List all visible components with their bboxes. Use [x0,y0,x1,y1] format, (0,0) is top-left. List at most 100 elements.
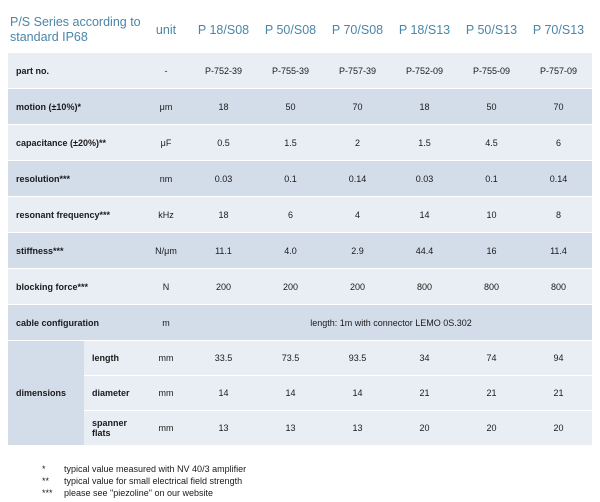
cell: 0.14 [324,160,391,196]
table-row: motion (±10%)* μm 18 50 70 18 50 70 [8,88,592,124]
row-unit: m [142,304,190,340]
row-label: stiffness*** [8,232,142,268]
dimension-label: length [84,340,142,375]
table-row: resolution*** nm 0.03 0.1 0.14 0.03 0.1 … [8,160,592,196]
table-row: blocking force*** N 200 200 200 800 800 … [8,268,592,304]
row-unit: kHz [142,196,190,232]
footnote: *** please see "piezoline" on our websit… [42,487,246,499]
cell: 18 [391,88,458,124]
cell: 21 [525,375,592,410]
dimension-label: diameter [84,375,142,410]
cell: 13 [257,410,324,445]
cell: 13 [324,410,391,445]
row-unit: μm [142,88,190,124]
cell: P-755-39 [257,52,324,88]
row-label: part no. [8,52,142,88]
cell: 34 [391,340,458,375]
model-header: P 50/S08 [257,8,324,52]
cell: 33.5 [190,340,257,375]
cell: 21 [458,375,525,410]
cell: 11.4 [525,232,592,268]
row-unit: mm [142,375,190,410]
model-header: P 70/S08 [324,8,391,52]
cell: 6 [525,124,592,160]
cell: 8 [525,196,592,232]
footnote: * typical value measured with NV 40/3 am… [42,463,246,475]
cell: 14 [324,375,391,410]
cell: 0.03 [190,160,257,196]
footnotes: * typical value measured with NV 40/3 am… [42,463,246,499]
cell: 11.1 [190,232,257,268]
cell: P-752-39 [190,52,257,88]
cell: 14 [257,375,324,410]
table-row: resonant frequency*** kHz 18 6 4 14 10 8 [8,196,592,232]
footnote-mark: ** [42,476,50,486]
cell: 94 [525,340,592,375]
cell: 2 [324,124,391,160]
spec-sheet: P/S Series according to standard IP68 un… [8,8,592,445]
cell: 0.5 [190,124,257,160]
cell: 0.03 [391,160,458,196]
cell: 200 [190,268,257,304]
row-unit: μF [142,124,190,160]
cable-row: cable configuration m length: 1m with co… [8,304,592,340]
spec-table: P/S Series according to standard IP68 un… [8,8,592,445]
table-row: capacitance (±20%)** μF 0.5 1.5 2 1.5 4.… [8,124,592,160]
cell: 14 [190,375,257,410]
cell: 10 [458,196,525,232]
table-title: P/S Series according to standard IP68 [8,8,142,52]
row-unit: N [142,268,190,304]
cell: 70 [525,88,592,124]
row-label: blocking force*** [8,268,142,304]
dimensions-label: dimensions [8,340,84,445]
cell: 800 [391,268,458,304]
cell: 74 [458,340,525,375]
cell: 16 [458,232,525,268]
cell: 0.14 [525,160,592,196]
cell: 800 [458,268,525,304]
cell: 14 [391,196,458,232]
cell: 4.0 [257,232,324,268]
cell: 20 [391,410,458,445]
cell: 800 [525,268,592,304]
footnote-text: typical value measured with NV 40/3 ampl… [64,464,247,474]
footnote: ** typical value for small electrical fi… [42,475,246,487]
cell: P-752-09 [391,52,458,88]
cell: 0.1 [257,160,324,196]
footnote-mark: *** [42,488,53,498]
cell: 70 [324,88,391,124]
model-header: P 70/S13 [525,8,592,52]
cell: 44.4 [391,232,458,268]
cell: P-757-39 [324,52,391,88]
dimension-row: spanner flats mm 13 13 13 20 20 20 [8,410,592,445]
row-unit: mm [142,340,190,375]
footnote-mark: * [42,464,46,474]
cable-value: length: 1m with connector LEMO 0S.302 [190,304,592,340]
cell: 50 [458,88,525,124]
row-label: resonant frequency*** [8,196,142,232]
cell: 50 [257,88,324,124]
cell: 0.1 [458,160,525,196]
cell: 20 [525,410,592,445]
row-unit: mm [142,410,190,445]
header-row: P/S Series according to standard IP68 un… [8,8,592,52]
dimension-label: spanner flats [84,410,142,445]
table-row: stiffness*** N/μm 11.1 4.0 2.9 44.4 16 1… [8,232,592,268]
cell: 2.9 [324,232,391,268]
cell: P-755-09 [458,52,525,88]
row-label: motion (±10%)* [8,88,142,124]
model-header: P 50/S13 [458,8,525,52]
row-unit: nm [142,160,190,196]
cell: 6 [257,196,324,232]
footnote-text: typical value for small electrical field… [64,476,243,486]
cell: 93.5 [324,340,391,375]
model-header: P 18/S13 [391,8,458,52]
dimension-row: dimensions length mm 33.5 73.5 93.5 34 7… [8,340,592,445]
cell: 1.5 [257,124,324,160]
cell: 13 [190,410,257,445]
cell: 20 [458,410,525,445]
cell: 200 [324,268,391,304]
cell: 73.5 [257,340,324,375]
unit-header: unit [142,8,190,52]
row-unit: N/μm [142,232,190,268]
